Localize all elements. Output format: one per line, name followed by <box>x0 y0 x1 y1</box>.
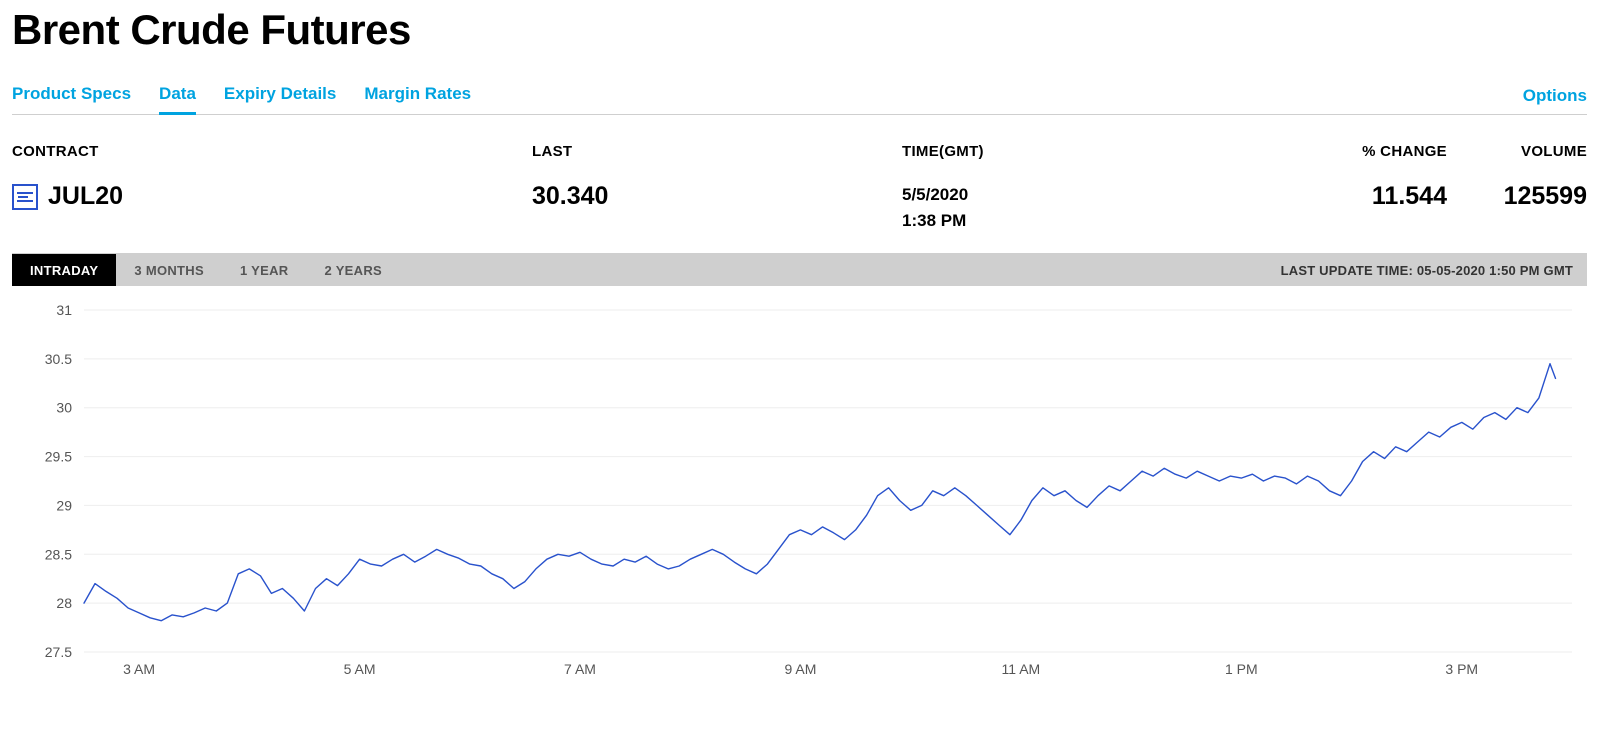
svg-text:5 AM: 5 AM <box>344 661 376 677</box>
data-row: CONTRACT JUL20 LAST 30.340 TIME(GMT) 5/5… <box>12 115 1587 254</box>
contract-icon[interactable] <box>12 184 38 210</box>
header-time: TIME(GMT) <box>902 143 1282 160</box>
svg-text:27.5: 27.5 <box>45 644 72 660</box>
header-last: LAST <box>532 143 902 160</box>
svg-text:31: 31 <box>56 302 72 318</box>
range-bar: INTRADAY 3 MONTHS 1 YEAR 2 YEARS LAST UP… <box>12 254 1587 286</box>
tab-data[interactable]: Data <box>159 84 196 115</box>
page-title: Brent Crude Futures <box>12 0 1587 84</box>
header-change: % CHANGE <box>1282 143 1447 160</box>
svg-text:3 AM: 3 AM <box>123 661 155 677</box>
time-date: 5/5/2020 <box>902 182 1282 208</box>
svg-text:28: 28 <box>56 595 72 611</box>
tab-margin-rates[interactable]: Margin Rates <box>364 84 471 114</box>
svg-text:11 AM: 11 AM <box>1002 661 1041 677</box>
tab-expiry-details[interactable]: Expiry Details <box>224 84 336 114</box>
change-value: 11.544 <box>1282 182 1447 211</box>
svg-text:28.5: 28.5 <box>45 546 72 562</box>
update-time: LAST UPDATE TIME: 05-05-2020 1:50 PM GMT <box>1281 263 1587 278</box>
contract-value[interactable]: JUL20 <box>48 182 123 211</box>
tabs-row: Product Specs Data Expiry Details Margin… <box>12 84 1587 115</box>
svg-text:1 PM: 1 PM <box>1225 661 1258 677</box>
svg-text:29.5: 29.5 <box>45 449 72 465</box>
update-value: 05-05-2020 1:50 PM GMT <box>1417 263 1573 278</box>
range-tabs: INTRADAY 3 MONTHS 1 YEAR 2 YEARS <box>12 254 400 286</box>
range-tab-intraday[interactable]: INTRADAY <box>12 254 116 286</box>
svg-text:30: 30 <box>56 400 72 416</box>
tabs-left: Product Specs Data Expiry Details Margin… <box>12 84 471 114</box>
svg-text:30.5: 30.5 <box>45 351 72 367</box>
svg-text:7 AM: 7 AM <box>564 661 596 677</box>
svg-text:29: 29 <box>56 497 72 513</box>
range-tab-1year[interactable]: 1 YEAR <box>222 254 307 286</box>
tab-product-specs[interactable]: Product Specs <box>12 84 131 114</box>
svg-text:9 AM: 9 AM <box>784 661 816 677</box>
svg-text:3 PM: 3 PM <box>1445 661 1478 677</box>
header-contract: CONTRACT <box>12 143 532 160</box>
tab-options[interactable]: Options <box>1523 86 1587 114</box>
price-chart[interactable]: 27.5 28 28.5 29 29.5 30 30.5 31 3 AM 5 AM 7 AM 9 AM… <box>12 292 1587 682</box>
last-value: 30.340 <box>532 182 902 211</box>
update-prefix: LAST UPDATE TIME: <box>1281 263 1417 278</box>
range-tab-2years[interactable]: 2 YEARS <box>306 254 400 286</box>
volume-value: 125599 <box>1467 182 1587 211</box>
time-time: 1:38 PM <box>902 208 1282 234</box>
header-volume: VOLUME <box>1467 143 1587 160</box>
range-tab-3months[interactable]: 3 MONTHS <box>116 254 222 286</box>
